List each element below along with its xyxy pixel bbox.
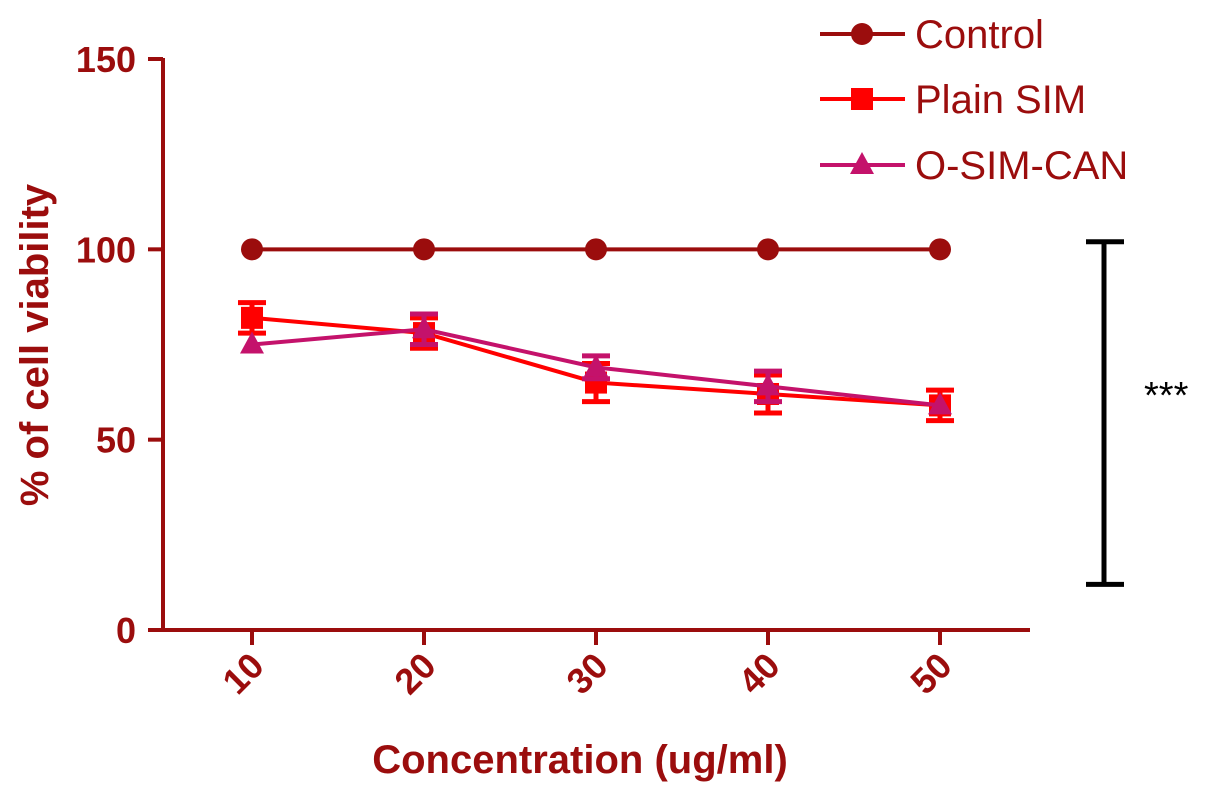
legend-item-control: Control	[820, 13, 1044, 57]
circle-marker-icon	[851, 23, 873, 45]
data-point	[929, 238, 951, 261]
data-point	[240, 331, 264, 354]
legend: Control Plain SIM O-SIM-CAN	[820, 13, 1128, 188]
data-point	[584, 354, 608, 377]
x-tick-label-0: 10	[214, 645, 271, 702]
x-tick-label-2: 30	[558, 645, 615, 702]
x-tick-label-3: 40	[730, 645, 787, 702]
x-tick-marks	[250, 630, 942, 645]
data-point	[757, 238, 779, 261]
x-tick-label-1: 20	[386, 645, 443, 702]
y-tick-marks	[148, 57, 163, 632]
data-point	[756, 373, 780, 396]
legend-label-plain-sim: Plain SIM	[915, 78, 1086, 122]
y-tick-label-3: 150	[76, 39, 136, 80]
x-axis-title: Concentration (ug/ml)	[372, 738, 788, 782]
data-point	[413, 238, 435, 261]
series-layer	[238, 238, 954, 424]
legend-item-o-sim-can: O-SIM-CAN	[820, 144, 1128, 188]
y-axis-title: % of cell viability	[13, 183, 57, 506]
square-marker-icon	[851, 88, 873, 110]
triangle-marker-icon	[850, 152, 874, 174]
y-tick-label-1: 50	[96, 420, 136, 461]
legend-label-control: Control	[915, 13, 1044, 57]
series-control	[241, 238, 951, 261]
data-point	[241, 306, 263, 329]
significance-bracket: ***	[1086, 239, 1189, 587]
data-point	[928, 392, 952, 415]
data-point	[241, 238, 263, 261]
y-tick-label-0: 0	[116, 610, 136, 651]
legend-label-o-sim-can: O-SIM-CAN	[915, 144, 1128, 188]
series-o-sim-can	[240, 311, 952, 415]
data-point	[585, 238, 607, 261]
legend-item-plain-sim: Plain SIM	[820, 78, 1086, 122]
x-tick-label-4: 50	[902, 645, 959, 702]
y-tick-label-2: 100	[76, 229, 136, 270]
significance-label: ***	[1144, 375, 1189, 417]
data-point	[412, 316, 436, 339]
